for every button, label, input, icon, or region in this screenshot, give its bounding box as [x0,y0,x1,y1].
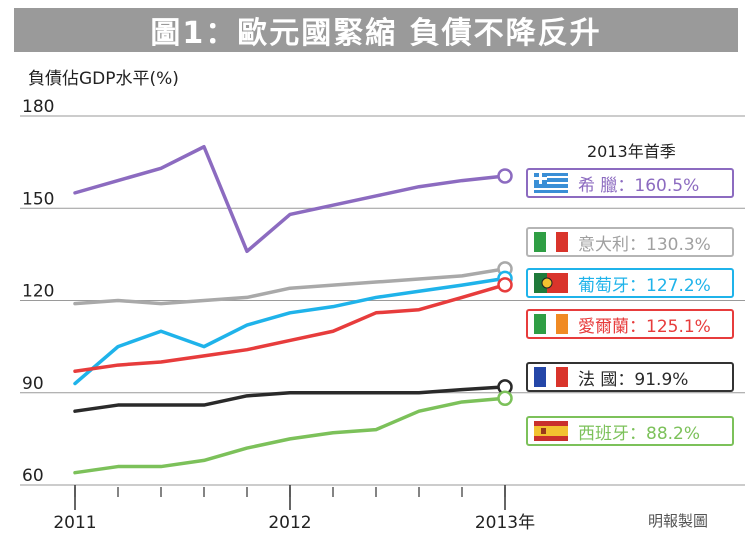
flag-ireland-icon [534,314,568,334]
flag-france-icon [534,367,568,387]
series-line-1 [73,267,507,306]
legend-label-france: 法 國：91.9% [578,369,689,390]
legend-header: 2013年首季 [587,142,676,161]
legend-label-greece: 希 臘：160.5% [578,175,700,196]
x-tick-label: 2013年 [475,513,535,533]
flag-italy-icon [534,232,568,252]
flag-greece-icon [534,173,568,193]
y-tick-label: 180 [22,97,54,117]
y-tick-label: 150 [22,189,54,209]
legend-item-portugal: 葡萄牙：127.2% [526,268,734,298]
legend-label-italy: 意大利：130.3% [578,234,711,255]
y-tick-label: 60 [22,466,44,486]
legend-item-greece: 希 臘：160.5% [526,168,734,198]
series-line-2 [73,276,507,386]
flag-spain-icon [534,421,568,441]
legend-label-spain: 西班牙：88.2% [578,423,701,444]
legend-label-ireland: 愛爾蘭：125.1% [578,316,711,337]
y-tick-label: 90 [22,374,44,394]
series-line-4 [73,385,507,413]
source-credit: 明報製圖 [648,512,709,530]
series-line-3 [73,283,507,373]
series-end-marker-3 [497,277,513,293]
y-axis-label: 負債佔GDP水平(%) [28,69,179,89]
series-line-0 [73,145,507,254]
y-tick-label: 120 [22,282,54,302]
legend-label-portugal: 葡萄牙：127.2% [578,275,711,296]
legend-item-ireland: 愛爾蘭：125.1% [526,309,734,339]
series-end-marker-0 [497,168,513,184]
series-end-marker-5 [497,390,513,407]
chart-title: 圖1：歐元國緊縮 負債不降反升 [14,8,738,52]
x-tick-label: 2012 [268,513,311,533]
x-tick-label: 2011 [53,513,96,533]
flag-portugal-icon [534,273,568,293]
legend-item-spain: 西班牙：88.2% [526,416,734,446]
series-line-5 [73,396,507,475]
legend-item-france: 法 國：91.9% [526,362,734,392]
legend-item-italy: 意大利：130.3% [526,227,734,257]
